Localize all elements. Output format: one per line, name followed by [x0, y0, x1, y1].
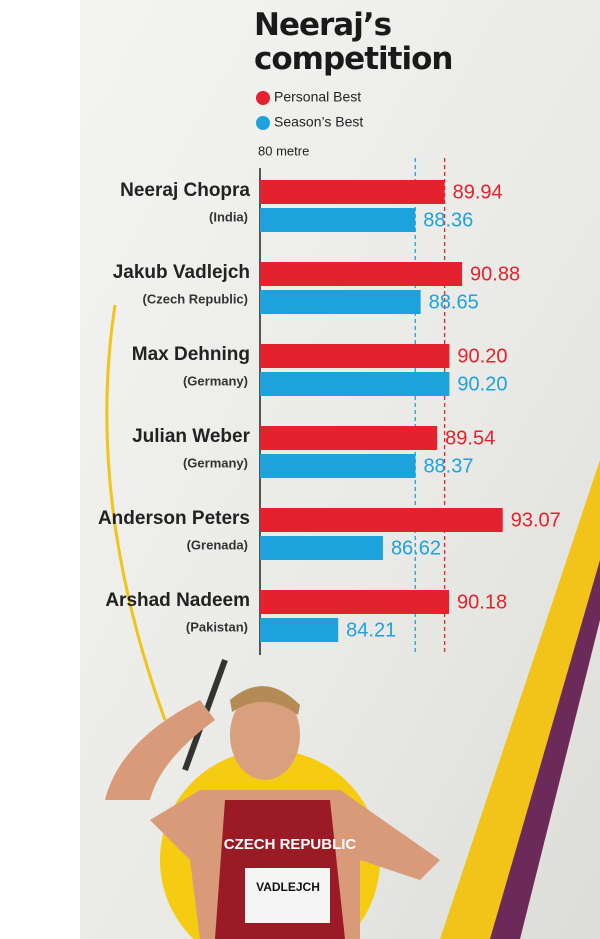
- category-label: Arshad Nadeem: [105, 590, 250, 611]
- category-label: Neeraj Chopra: [120, 180, 250, 201]
- value-label: 90.20: [457, 345, 507, 367]
- bar: [260, 344, 450, 368]
- bar: [260, 536, 383, 560]
- country-label: (Germany): [183, 373, 248, 388]
- bar: [260, 426, 438, 450]
- value-label: 90.18: [457, 591, 507, 613]
- category-label: Max Dehning: [132, 344, 250, 365]
- chart-title: Neeraj’s competition: [254, 7, 453, 77]
- country-label: (Pakistan): [186, 619, 248, 634]
- value-label: 90.88: [470, 263, 520, 285]
- arm: [105, 700, 215, 800]
- country-label: (Grenada): [187, 537, 248, 552]
- category-label: Julian Weber: [132, 426, 251, 447]
- bar: [260, 372, 450, 396]
- jersey-text: CZECH REPUBLIC: [224, 836, 357, 853]
- value-label: 90.20: [457, 373, 507, 395]
- head: [230, 690, 300, 780]
- value-label: 89.94: [453, 181, 503, 203]
- bar: [260, 618, 339, 642]
- athlete: CZECH REPUBLIC VADLEJCH: [105, 658, 440, 939]
- decor-arc: [105, 304, 167, 721]
- paint-stroke: [440, 460, 600, 939]
- category-label: Anderson Peters: [98, 508, 250, 529]
- value-label: 89.54: [445, 427, 495, 449]
- country-label: (Czech Republic): [143, 291, 248, 306]
- value-label: 93.07: [511, 509, 561, 531]
- bar: [260, 262, 463, 286]
- bar: [260, 290, 421, 314]
- x-tick-label: 80 metre: [258, 143, 309, 158]
- bar: [260, 590, 450, 614]
- bib-text: VADLEJCH: [256, 880, 320, 894]
- value-label: 88.65: [429, 291, 479, 313]
- value-label: 88.37: [423, 455, 473, 477]
- bib-card: [245, 868, 330, 923]
- paint-stroke: [490, 560, 600, 939]
- legend-label: Season’s Best: [274, 114, 363, 130]
- bar: [260, 180, 445, 204]
- bar: [260, 454, 416, 478]
- legend-label: Personal Best: [274, 89, 361, 105]
- bar: [260, 208, 416, 232]
- legend-swatch: [256, 116, 270, 130]
- value-label: 84.21: [346, 619, 396, 641]
- country-label: (India): [209, 209, 248, 224]
- category-label: Jakub Vadlejch: [113, 262, 250, 283]
- country-label: (Germany): [183, 455, 248, 470]
- value-label: 86.62: [391, 537, 441, 559]
- hair: [230, 686, 300, 715]
- legend-swatch: [256, 91, 270, 105]
- bar: [260, 508, 503, 532]
- value-label: 88.36: [423, 209, 473, 231]
